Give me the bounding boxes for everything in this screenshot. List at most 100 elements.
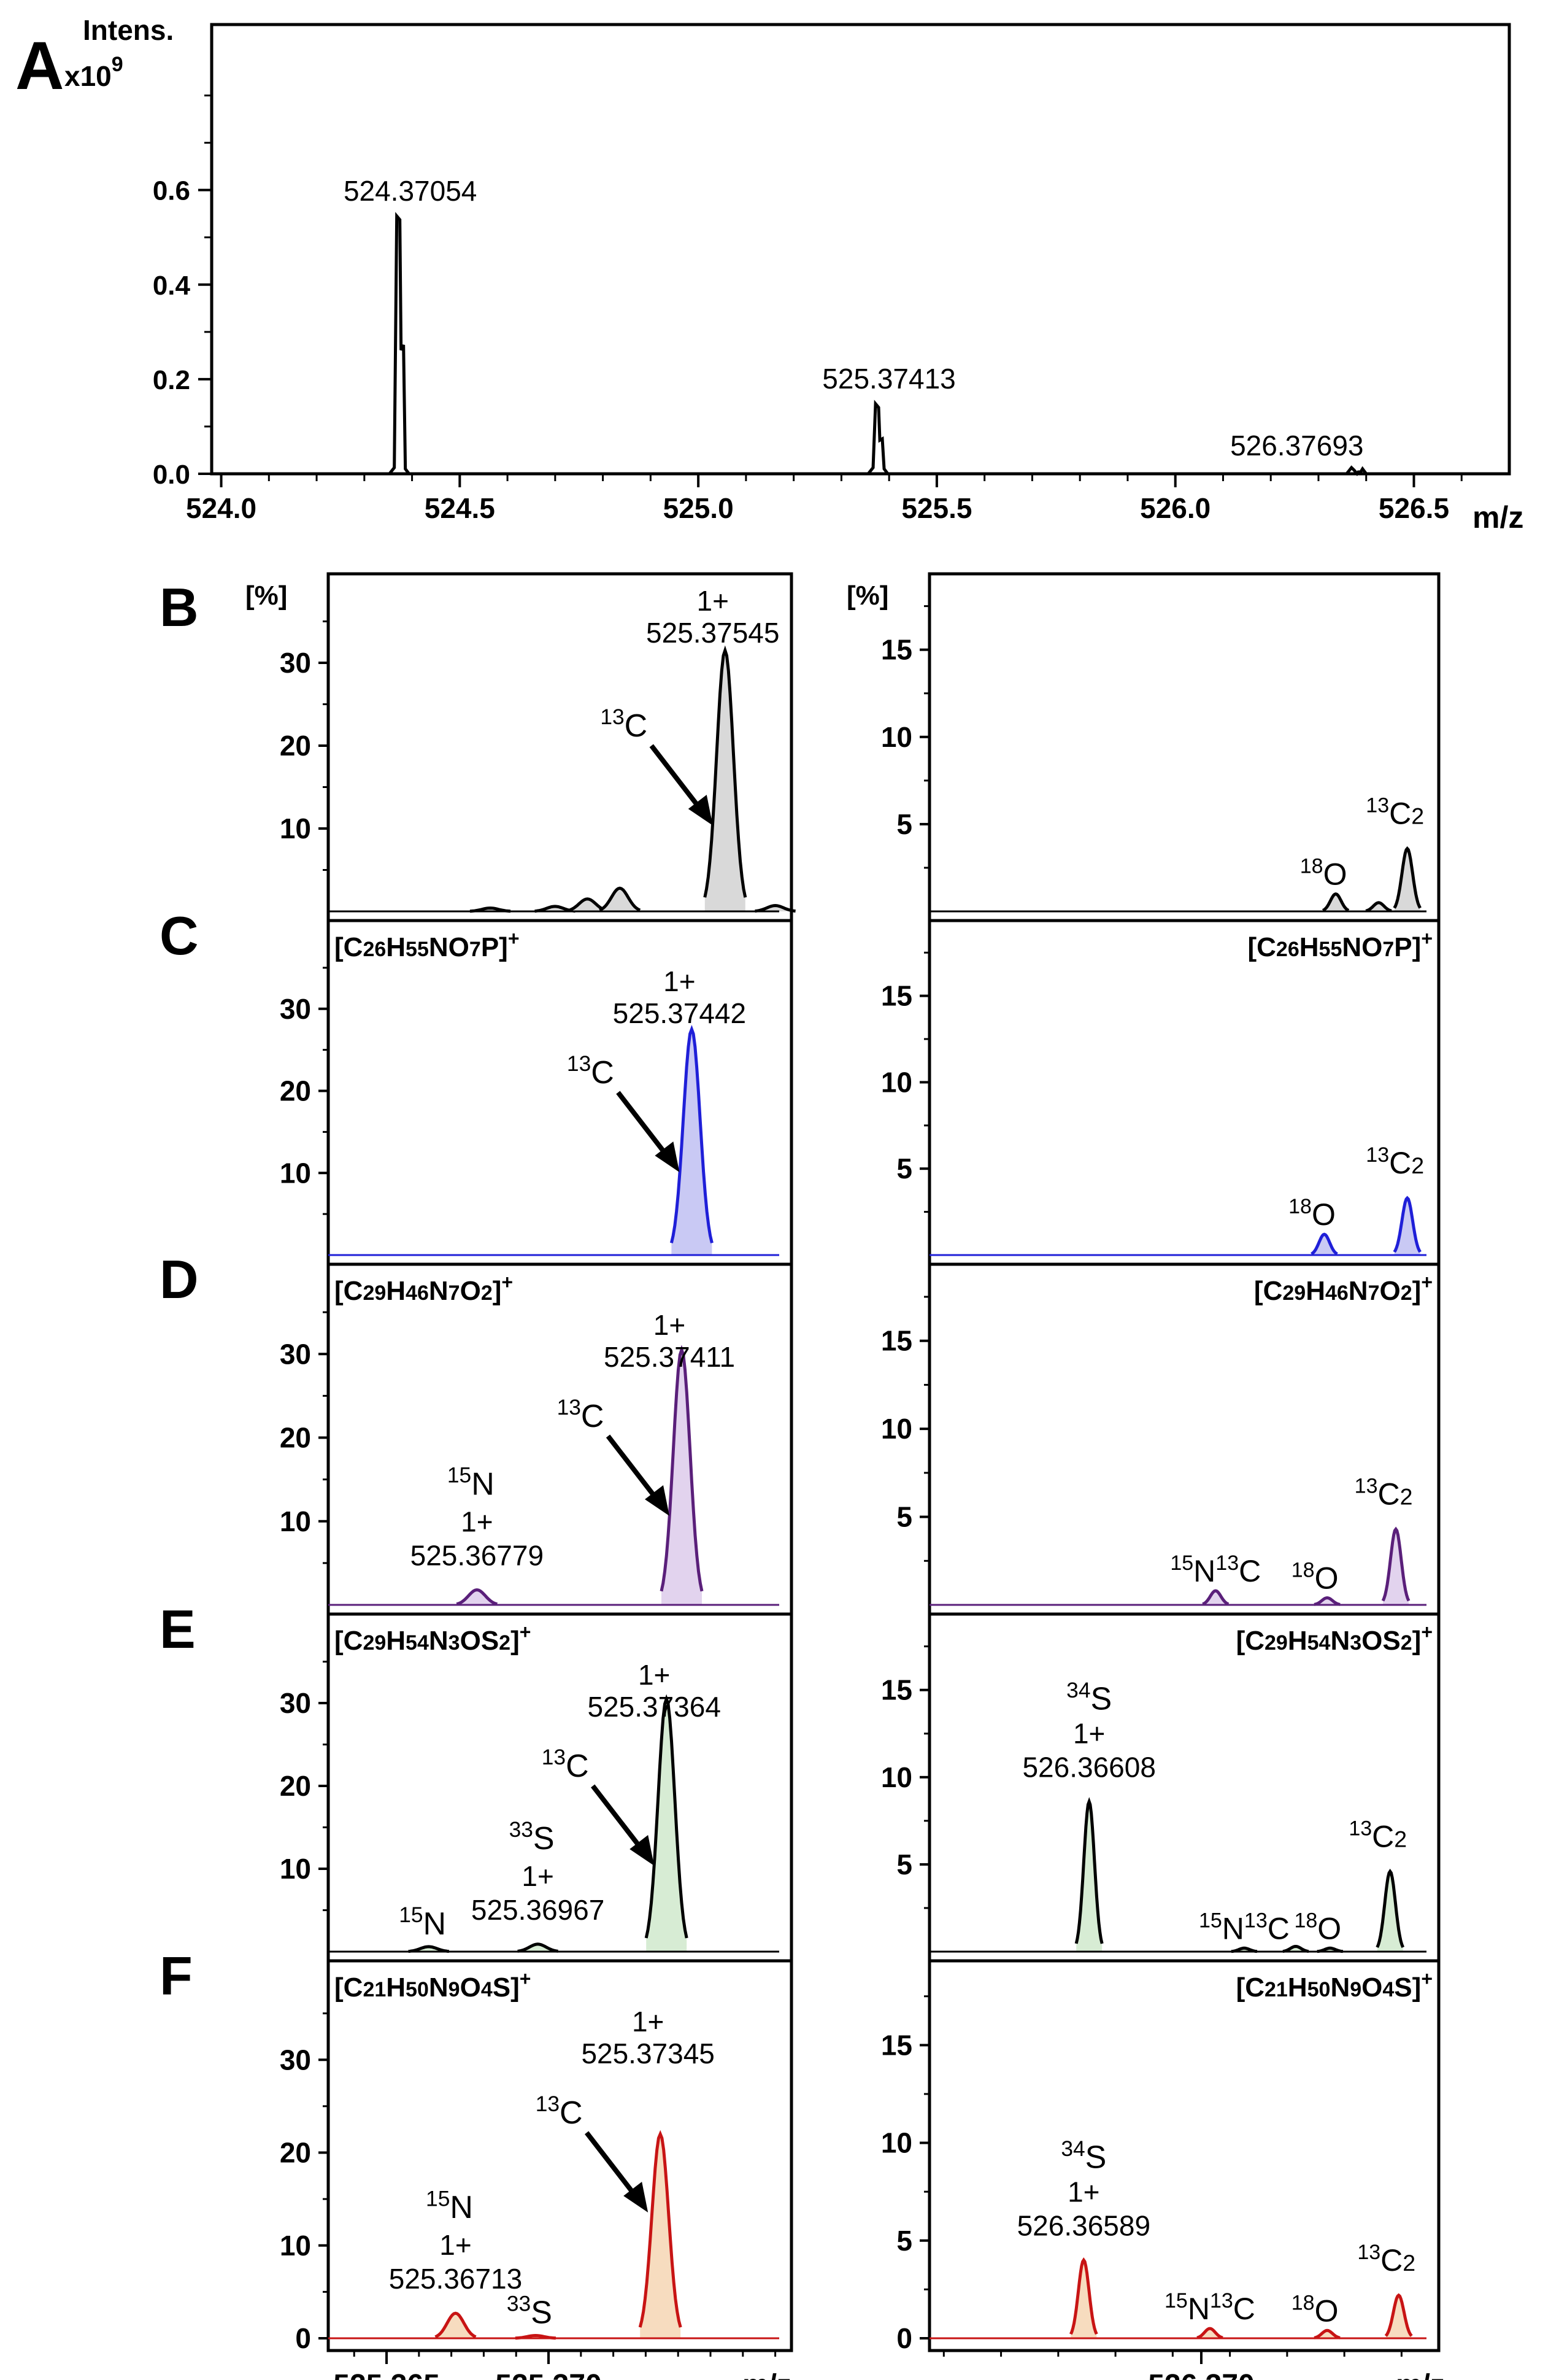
left-13c-label: 13C: [567, 1052, 614, 1091]
left-x-axis-label: m/z: [742, 2369, 791, 2380]
left-peak: [434, 2311, 477, 2339]
left-minor-iso-label: 33S: [509, 1818, 555, 1856]
left-peak-fill: [567, 898, 608, 911]
right-peak: [1381, 1526, 1411, 1602]
right-formula: [C29H46N7O2]+: [1254, 1271, 1433, 1306]
right-y-tick-label: 5: [896, 1849, 912, 1880]
panel-label-b: B: [160, 577, 199, 638]
a-y-label-line2: x109: [64, 53, 123, 92]
left-arrow-head: [629, 1835, 655, 1866]
a-y-tick-label: 0.4: [153, 271, 191, 301]
left-charge-label: 1+: [653, 1309, 685, 1341]
left-minor-iso-label: 15N: [426, 2187, 473, 2225]
right-peak-fill: [1394, 848, 1420, 911]
right-peak: [1365, 901, 1392, 913]
left-13c-label: 13C: [600, 705, 647, 744]
left-mz-label: 525.37442: [613, 997, 746, 1029]
right-peak: [1314, 1596, 1341, 1606]
left-peak-fill: [435, 2313, 476, 2338]
left-minor-mz-label: 525.36779: [410, 1539, 544, 1571]
right-34s-iso-label: 34S: [1066, 1679, 1112, 1717]
right-iso-label-18o: 18O: [1294, 1909, 1341, 1945]
a-plot-frame: [210, 23, 1511, 476]
left-minor-mz-label: 525.36967: [471, 1894, 604, 1926]
right-y-tick-label: 15: [881, 980, 912, 1012]
left-y-tick-label: 20: [280, 730, 311, 762]
right-peak: [1069, 2257, 1098, 2335]
right-y-tick-label: 5: [896, 1501, 912, 1533]
right-y-tick-label: 10: [881, 1761, 912, 1793]
left-minor-charge-label: 1+: [522, 1860, 553, 1892]
left-peak-fill: [646, 1699, 687, 1952]
left-formula: [C29H54N3OS2]+: [334, 1621, 531, 1656]
right-y-tick-label: 15: [881, 1674, 912, 1706]
left-peak-fill: [456, 1590, 498, 1605]
left-y-tick-label: 10: [280, 1505, 311, 1537]
left-column-frame: [326, 572, 793, 2352]
left-y-tick-label: 20: [280, 1770, 311, 1802]
left-minor-mz-label: 525.36713: [389, 2263, 522, 2295]
right-peak-fill: [1076, 1801, 1103, 1952]
panel-label-f: F: [160, 1945, 193, 2006]
left-peak: [599, 886, 641, 912]
right-iso-label-18o: 18O: [1291, 2291, 1339, 2328]
right-peak-fill: [1377, 1871, 1403, 1952]
left-peak: [517, 1942, 558, 1953]
right-peak-fill: [1385, 2295, 1412, 2338]
left-y-tick-label: 30: [280, 1338, 311, 1370]
a-y-tick-label: 0.2: [153, 365, 190, 395]
a-y-label-base: x10: [64, 60, 112, 92]
left-peak-fill: [671, 1029, 712, 1255]
right-iso-label-18o: 18O: [1288, 1195, 1336, 1232]
right-peak: [1393, 846, 1422, 909]
right-iso-label-15n13c: 15N13C: [1170, 1551, 1261, 1588]
left-mz-label: 525.37411: [604, 1341, 735, 1373]
left-mz-label: 525.37545: [646, 617, 779, 649]
right-iso-label-15n13c: 15N13C: [1199, 1909, 1290, 1945]
right-peak-fill: [1383, 1529, 1409, 1605]
a-peak-label: 524.37054: [344, 175, 477, 207]
right-x-tick-label: 526.370: [1148, 2369, 1255, 2380]
left-charge-label: 1+: [697, 585, 729, 617]
left-peak: [638, 2130, 682, 2328]
left-mz-label: 525.37345: [581, 2038, 714, 2069]
left-peak: [408, 1945, 449, 1953]
left-y-unit-label: [%]: [245, 581, 287, 611]
right-formula: [C29H54N3OS2]+: [1236, 1621, 1433, 1656]
left-charge-label: 1+: [663, 965, 695, 997]
left-peak-fill: [640, 2134, 681, 2338]
left-y-tick-label: 30: [280, 647, 311, 679]
left-y-tick-label: 30: [280, 1687, 311, 1719]
right-y-tick-label: 15: [881, 634, 912, 666]
left-arrow-shaft: [591, 1784, 647, 1855]
panel-label-e: E: [160, 1599, 196, 1659]
left-peak-fill: [661, 1350, 703, 1605]
right-y-tick-label: 10: [881, 2127, 912, 2159]
right-34s-mz-label: 526.36608: [1022, 1752, 1155, 1783]
left-x-tick-label: 525.370: [495, 2369, 602, 2380]
right-y-tick-label: 15: [881, 1325, 912, 1357]
left-y-tick-label: 30: [280, 993, 311, 1025]
left-arrow-shaft: [606, 1434, 663, 1505]
left-minor-iso-label: 15N: [399, 1903, 446, 1942]
right-iso-label-13c2: 13C2: [1349, 1817, 1407, 1853]
left-formula: [C21H50N9O4S]+: [334, 1968, 531, 2003]
left-arrow-shaft: [616, 1091, 672, 1162]
right-peak: [1314, 2328, 1341, 2339]
a-peak-label: 525.37413: [822, 363, 955, 395]
a-peak: [1345, 465, 1368, 476]
left-formula: [C26H55NO7P]+: [334, 927, 520, 962]
right-iso-label-13c2: 13C2: [1366, 1143, 1424, 1180]
right-y-tick-label: 10: [881, 1066, 912, 1098]
panel-label-c: C: [160, 905, 199, 966]
left-peak-fill: [704, 650, 745, 911]
left-minor-iso-label: 33S: [507, 2292, 552, 2331]
a-x-tick-label: 525.5: [901, 492, 972, 524]
left-arrow-head: [688, 795, 713, 825]
left-formula: [C29H46N7O2]+: [334, 1271, 513, 1306]
right-peak: [1202, 1589, 1230, 1606]
left-minor-charge-label: 1+: [439, 2229, 471, 2261]
right-peak: [1376, 1868, 1405, 1948]
right-formula: [C21H50N9O4S]+: [1236, 1968, 1433, 2003]
